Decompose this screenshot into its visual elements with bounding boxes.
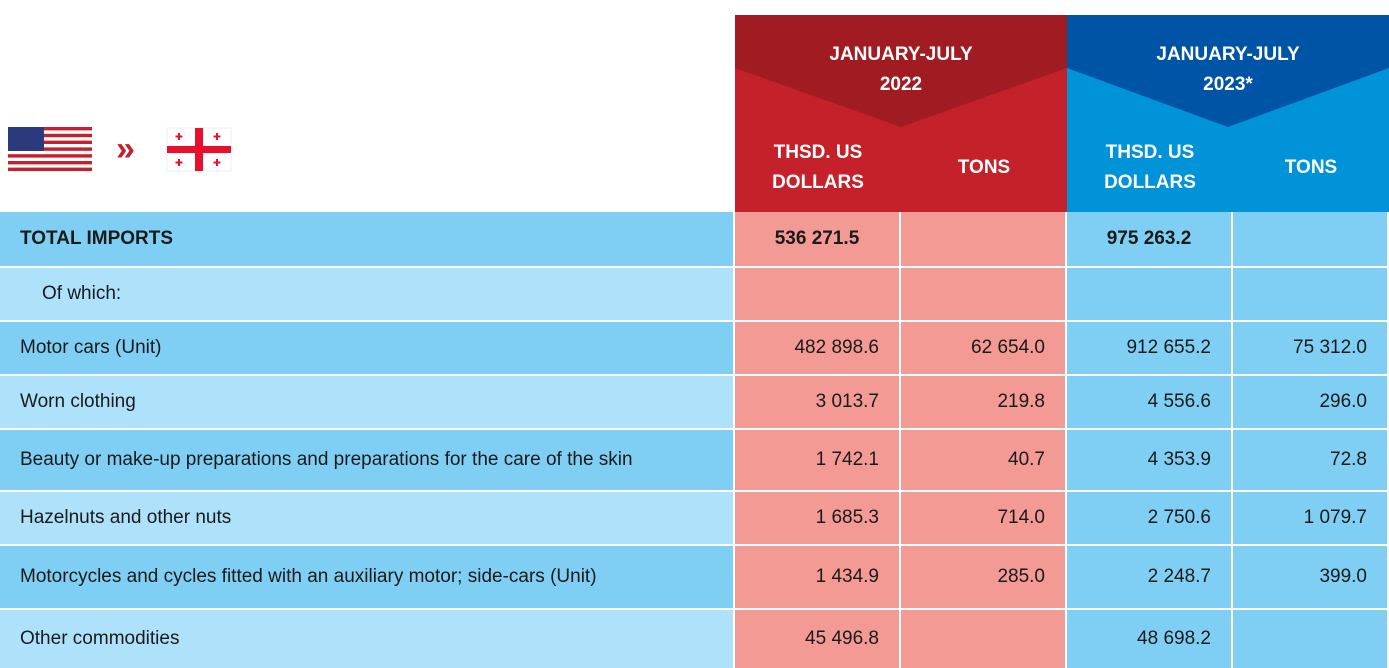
cell-text: Motor cars (Unit) [20, 337, 162, 358]
cell-text: 2 750.6 [1147, 507, 1211, 528]
cell-text: 219.8 [997, 391, 1045, 412]
value-cell: 4 353.9 [1067, 430, 1233, 492]
cell-text: JANUARY-JULY 2023* [1156, 44, 1300, 95]
cell-text: 2 248.7 [1147, 566, 1211, 587]
georgia-flag [166, 127, 232, 172]
cell-text: JANUARY-JULY 2022 [829, 44, 973, 95]
cell-text: TONS [1284, 157, 1338, 178]
cell-text: 72.8 [1330, 449, 1367, 470]
column-label: THSD. US DOLLARS [735, 128, 901, 208]
us-flag [8, 127, 92, 171]
cell-text: Worn clothing [20, 391, 136, 412]
cell-text: 48 698.2 [1137, 628, 1211, 649]
value-cell: 1 742.1 [735, 430, 901, 492]
value-cell: 48 698.2 [1067, 610, 1233, 668]
value-cell: 3 013.7 [735, 376, 901, 430]
cell-text: 975 263.2 [1106, 228, 1192, 249]
cell-text: 40.7 [1008, 449, 1045, 470]
row-label: TOTAL IMPORTS [0, 212, 735, 268]
cell-text: 714.0 [997, 507, 1045, 528]
header-2022-top [735, 15, 1067, 127]
cell-text: TOTAL IMPORTS [20, 228, 174, 249]
value-cell [735, 268, 901, 322]
cell-text: Of which: [42, 283, 122, 304]
header-2023-top [1067, 15, 1389, 127]
value-cell: 2 750.6 [1067, 492, 1233, 546]
cell-text: 1 434.9 [815, 566, 879, 587]
cell-text: Hazelnuts and other nuts [20, 507, 232, 528]
cell-text: 1 685.3 [815, 507, 879, 528]
value-cell: 40.7 [901, 430, 1067, 492]
value-cell: 75 312.0 [1233, 322, 1389, 376]
row-label: Motorcycles and cycles fitted with an au… [0, 546, 735, 610]
period-label: JANUARY-JULY 2022 [811, 30, 991, 110]
cell-text: Other commodities [20, 628, 180, 649]
value-cell: 72.8 [1233, 430, 1389, 492]
value-cell [1233, 212, 1389, 268]
cell-text: 62 654.0 [971, 337, 1045, 358]
arrow-icon: » [116, 130, 135, 168]
cell-text: 4 353.9 [1147, 449, 1211, 470]
cell-text: 296.0 [1319, 391, 1367, 412]
value-cell: 1 685.3 [735, 492, 901, 546]
value-cell: 714.0 [901, 492, 1067, 546]
value-cell: 399.0 [1233, 546, 1389, 610]
cell-text: 1 742.1 [815, 449, 879, 470]
value-cell: 2 248.7 [1067, 546, 1233, 610]
cell-text: Beauty or make-up preparations and prepa… [20, 449, 633, 470]
value-cell: 1 434.9 [735, 546, 901, 610]
value-cell: 62 654.0 [901, 322, 1067, 376]
period-label: JANUARY-JULY 2023* [1138, 30, 1318, 110]
value-cell [901, 268, 1067, 322]
column-label: TONS [1233, 128, 1389, 208]
value-cell: 912 655.2 [1067, 322, 1233, 376]
row-label: Hazelnuts and other nuts [0, 492, 735, 546]
value-cell: 219.8 [901, 376, 1067, 430]
cell-text: TONS [957, 157, 1011, 178]
cell-text: 912 655.2 [1126, 337, 1211, 358]
cell-text: 3 013.7 [815, 391, 879, 412]
row-label: Worn clothing [0, 376, 735, 430]
cell-text: 399.0 [1319, 566, 1367, 587]
value-cell: 536 271.5 [735, 212, 901, 268]
value-cell: 296.0 [1233, 376, 1389, 430]
cell-text: THSD. US DOLLARS [772, 142, 864, 193]
value-cell: 285.0 [901, 546, 1067, 610]
row-label: Of which: [0, 268, 735, 322]
value-cell: 1 079.7 [1233, 492, 1389, 546]
value-cell: 45 496.8 [735, 610, 901, 668]
value-cell: 975 263.2 [1067, 212, 1233, 268]
row-label: Beauty or make-up preparations and prepa… [0, 430, 735, 492]
value-cell [1067, 268, 1233, 322]
cell-text: THSD. US DOLLARS [1104, 142, 1196, 193]
cell-text: 45 496.8 [805, 628, 879, 649]
column-label: THSD. US DOLLARS [1067, 128, 1233, 208]
value-cell [901, 610, 1067, 668]
value-cell [901, 212, 1067, 268]
value-cell: 4 556.6 [1067, 376, 1233, 430]
cell-text: 482 898.6 [794, 337, 879, 358]
value-cell [1233, 610, 1389, 668]
cell-text: Motorcycles and cycles fitted with an au… [20, 566, 597, 587]
row-label: Other commodities [0, 610, 735, 668]
row-label: Motor cars (Unit) [0, 322, 735, 376]
value-cell: 482 898.6 [735, 322, 901, 376]
cell-text: 75 312.0 [1293, 337, 1367, 358]
column-label: TONS [901, 128, 1067, 208]
cell-text: 4 556.6 [1147, 391, 1211, 412]
cell-text: 536 271.5 [774, 228, 860, 249]
cell-text: 1 079.7 [1303, 507, 1367, 528]
value-cell [1233, 268, 1389, 322]
cell-text: 285.0 [997, 566, 1045, 587]
